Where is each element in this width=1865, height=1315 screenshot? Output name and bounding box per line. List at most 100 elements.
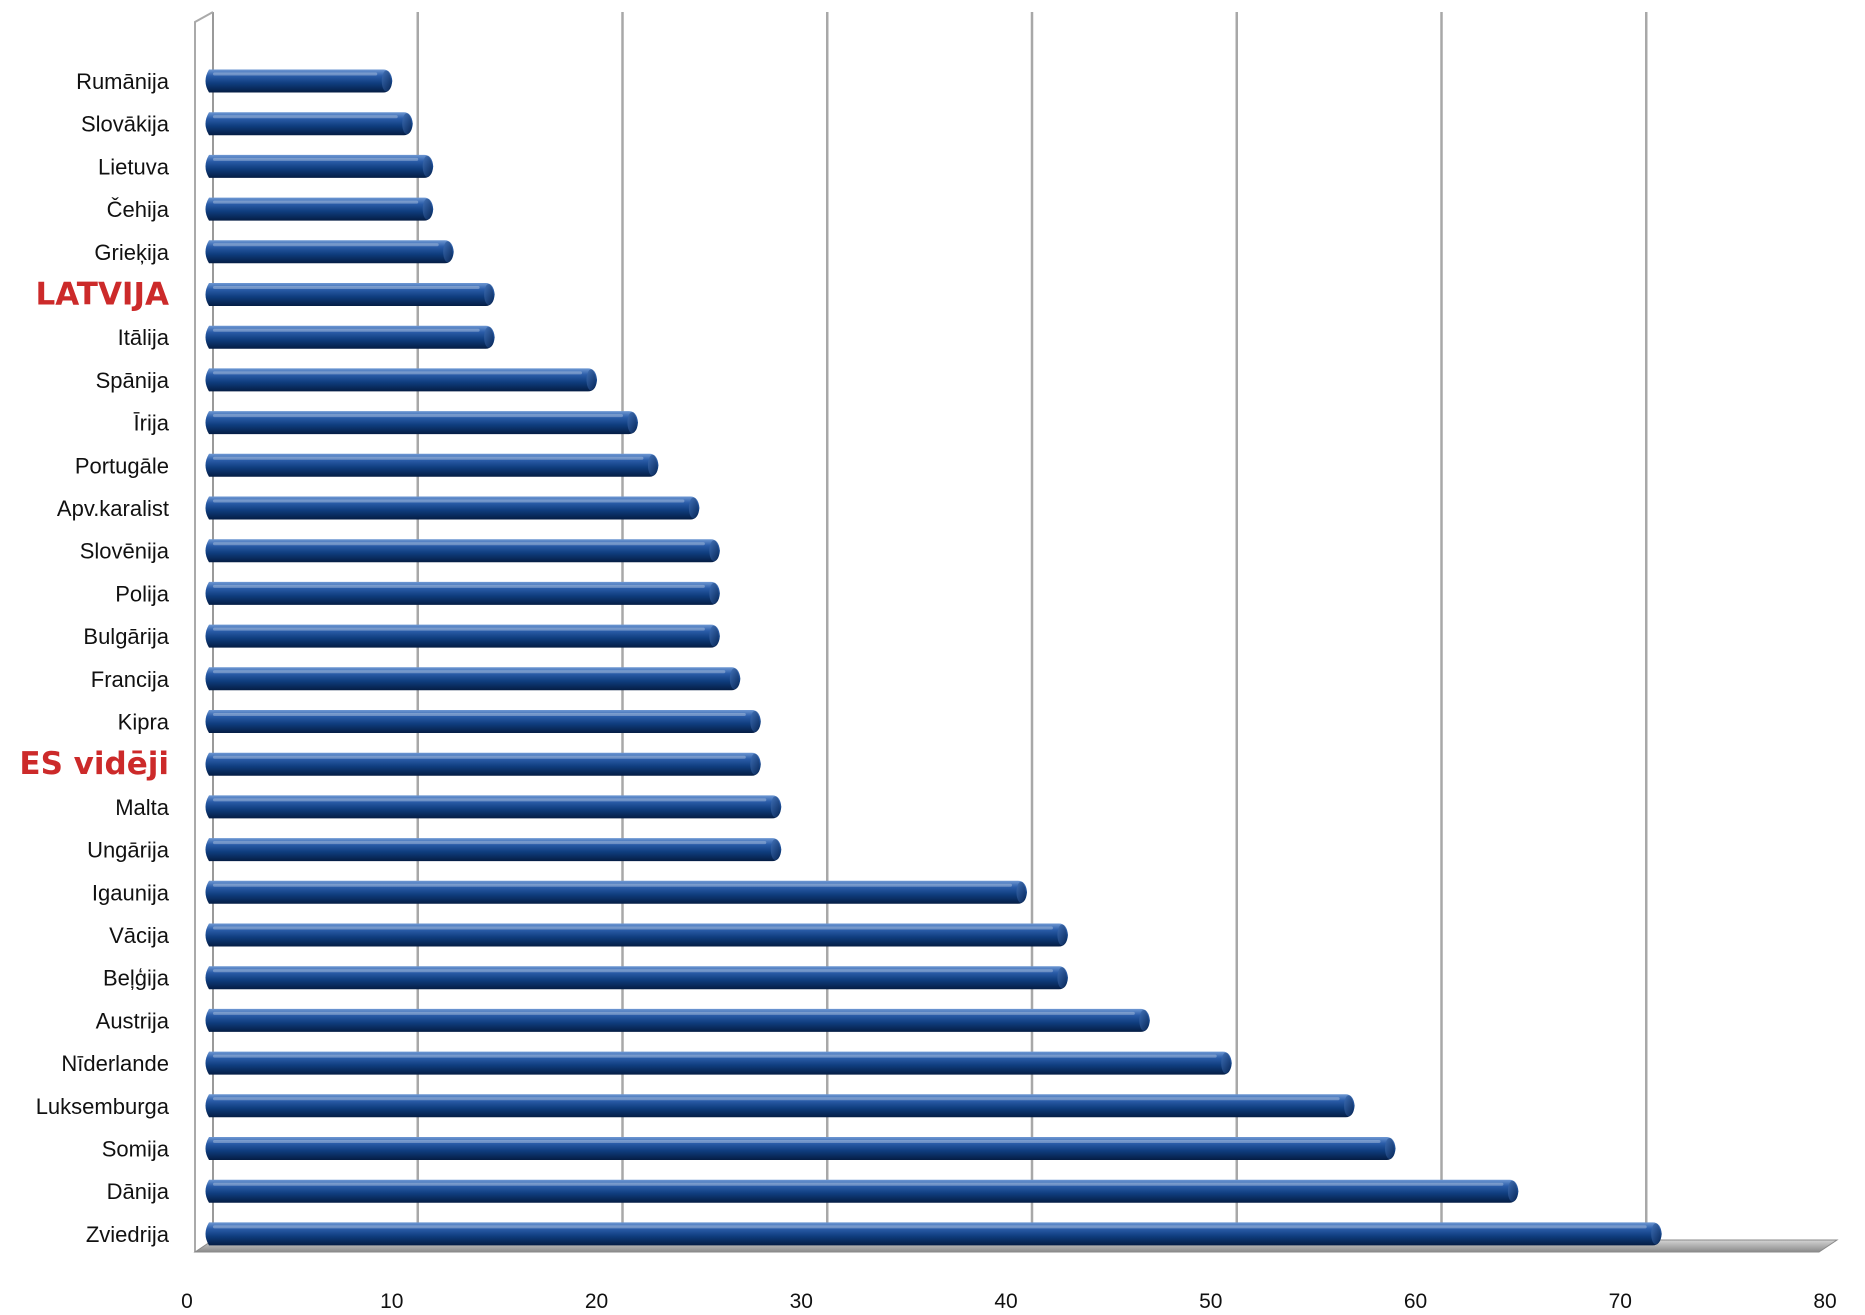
bar-highlight bbox=[213, 1097, 1340, 1101]
bar-highlight bbox=[213, 1182, 1504, 1186]
bar-highlight bbox=[213, 1140, 1381, 1143]
bar bbox=[205, 838, 782, 862]
x-tick-label: 70 bbox=[1609, 1290, 1632, 1313]
bar-highlight bbox=[213, 328, 480, 332]
bar-cap bbox=[729, 668, 739, 690]
bar bbox=[205, 411, 638, 435]
bar-highlight bbox=[213, 1054, 1217, 1058]
bar-highlight bbox=[213, 456, 644, 460]
bar bbox=[205, 197, 434, 221]
category-label: Bulgārija bbox=[83, 624, 169, 649]
bar-body bbox=[205, 1137, 1396, 1160]
bar-body bbox=[205, 1051, 1232, 1075]
bar-body bbox=[205, 795, 782, 819]
bar-body bbox=[205, 325, 495, 349]
bar bbox=[205, 240, 454, 264]
bar-highlight bbox=[213, 1011, 1135, 1015]
category-labels: Rumānija Slovākija Lietuva Čehija Grieķija LA… bbox=[19, 69, 169, 1247]
bar bbox=[205, 752, 761, 776]
category-label: Lietuva bbox=[98, 154, 170, 179]
category-label: Zviedrija bbox=[86, 1222, 170, 1247]
bar-cap bbox=[1221, 1052, 1231, 1074]
bar-body bbox=[205, 154, 434, 178]
bar-body bbox=[205, 112, 413, 136]
x-tick-label: 10 bbox=[380, 1290, 403, 1313]
category-label: Ungārija bbox=[87, 838, 170, 863]
bar bbox=[205, 325, 495, 349]
category-label: Portugāle bbox=[75, 453, 169, 478]
bar-cap bbox=[1057, 967, 1067, 989]
bar-cap bbox=[443, 241, 453, 263]
category-label: Itālija bbox=[118, 325, 170, 350]
bar-cap bbox=[1344, 1095, 1354, 1117]
category-label: Somija bbox=[102, 1137, 170, 1162]
bar bbox=[205, 69, 393, 93]
x-tick-label: 0 bbox=[181, 1290, 193, 1313]
category-label: Igaunija bbox=[92, 880, 170, 905]
bar-body bbox=[205, 197, 434, 221]
bar bbox=[205, 1094, 1355, 1118]
bar-highlight bbox=[213, 713, 746, 716]
bar bbox=[205, 966, 1068, 990]
category-label: Slovākija bbox=[81, 112, 170, 137]
bar bbox=[205, 795, 782, 819]
x-tick-label: 30 bbox=[790, 1290, 813, 1313]
bar-highlight bbox=[213, 883, 1012, 887]
bar-highlight bbox=[213, 243, 439, 247]
bar-cap bbox=[770, 839, 780, 861]
category-label: Vācija bbox=[109, 923, 170, 948]
bar bbox=[205, 1137, 1396, 1160]
bar bbox=[205, 1222, 1662, 1246]
bar-body bbox=[205, 838, 782, 862]
x-tick-label: 80 bbox=[1813, 1290, 1836, 1313]
bar-highlight bbox=[213, 969, 1053, 973]
bar-cap bbox=[709, 625, 719, 647]
bar bbox=[205, 496, 700, 520]
bar-highlight bbox=[213, 72, 378, 76]
bar-highlight bbox=[213, 200, 419, 204]
bar-body bbox=[205, 667, 741, 691]
bar-body bbox=[205, 496, 700, 520]
bar-body bbox=[205, 923, 1068, 947]
bar-body bbox=[205, 411, 638, 435]
category-label: Čehija bbox=[107, 197, 170, 222]
bar-highlight bbox=[213, 371, 583, 375]
bar bbox=[205, 1051, 1232, 1075]
bar-cap bbox=[422, 198, 432, 220]
bar-cap bbox=[750, 711, 760, 732]
bar bbox=[205, 453, 659, 477]
bar-highlight bbox=[213, 286, 480, 289]
bar-cap bbox=[1651, 1223, 1661, 1245]
category-label: Kipra bbox=[118, 710, 170, 735]
bar bbox=[205, 710, 761, 733]
category-label: Malta bbox=[115, 795, 170, 820]
bar-highlight bbox=[213, 115, 398, 119]
category-label: Īrija bbox=[134, 411, 170, 436]
bar-body bbox=[205, 453, 659, 477]
bar-highlight bbox=[213, 584, 705, 588]
bar bbox=[205, 923, 1068, 947]
bar-highlight bbox=[213, 542, 705, 546]
bar bbox=[205, 154, 434, 178]
bar bbox=[205, 283, 495, 306]
category-label: Beļģija bbox=[103, 966, 170, 991]
bar-cap bbox=[627, 412, 637, 434]
bar-highlight bbox=[213, 1225, 1647, 1229]
bar bbox=[205, 112, 413, 136]
bar bbox=[205, 880, 1027, 904]
bar-body bbox=[205, 581, 720, 605]
bar-body bbox=[205, 1094, 1355, 1118]
bar-cap bbox=[586, 369, 596, 391]
x-tick-label: 20 bbox=[585, 1290, 608, 1313]
highlighted-category-label: ES vidēji bbox=[19, 746, 169, 782]
bar-cap bbox=[1016, 881, 1026, 903]
bar-body bbox=[205, 966, 1068, 990]
category-label: Rumānija bbox=[76, 69, 170, 94]
x-tick-label: 40 bbox=[994, 1290, 1017, 1313]
highlighted-category-label: LATVIJA bbox=[35, 277, 169, 313]
bar-body bbox=[205, 880, 1027, 904]
category-label: Slovēnija bbox=[80, 539, 170, 564]
bar bbox=[205, 368, 598, 392]
bar-highlight bbox=[213, 499, 685, 503]
bar-highlight bbox=[213, 157, 419, 161]
